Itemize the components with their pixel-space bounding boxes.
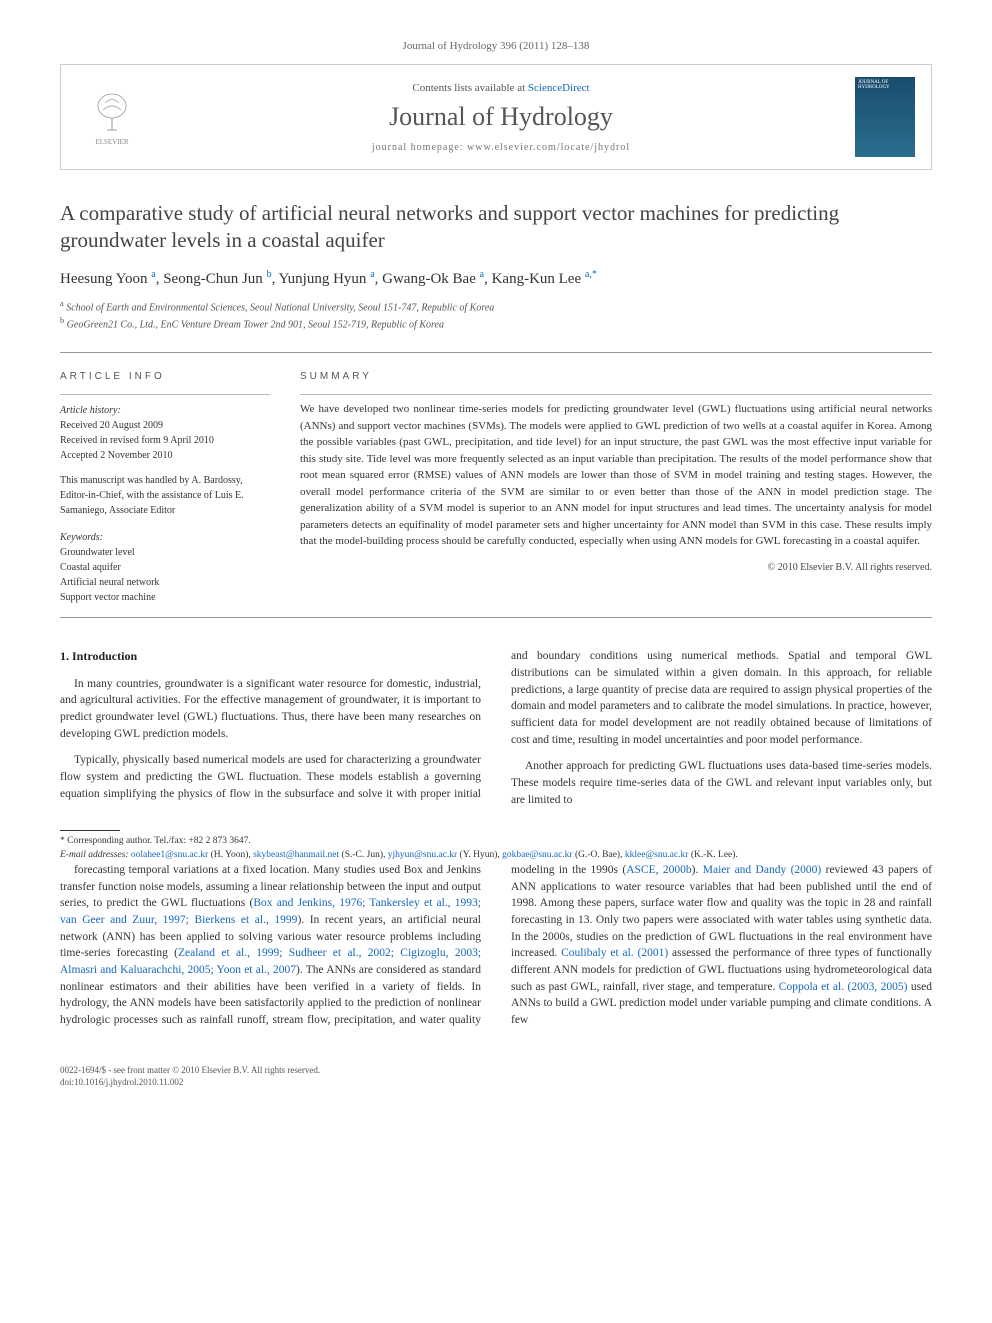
info-summary-row: ARTICLE INFO Article history: Received 2… bbox=[60, 369, 932, 605]
info-sep bbox=[60, 394, 270, 395]
summary-text: We have developed two nonlinear time-ser… bbox=[300, 401, 932, 550]
publisher-label: ELSEVIER bbox=[95, 138, 128, 146]
homepage-line: journal homepage: www.elsevier.com/locat… bbox=[163, 142, 839, 153]
separator bbox=[60, 617, 932, 618]
emails-list: oolahee1@snu.ac.kr (H. Yoon), skybeast@h… bbox=[131, 850, 738, 860]
doi-line: doi:10.1016/j.jhydrol.2010.11.002 bbox=[60, 1076, 932, 1089]
article-info-block: ARTICLE INFO Article history: Received 2… bbox=[60, 369, 270, 605]
affiliation-a: a School of Earth and Environmental Scie… bbox=[60, 298, 932, 315]
separator bbox=[60, 352, 932, 353]
section-heading: 1. Introduction bbox=[60, 648, 481, 665]
citation-line: Journal of Hydrology 396 (2011) 128–138 bbox=[60, 40, 932, 52]
history-line: Received 20 August 2009 bbox=[60, 418, 270, 433]
affiliations: a School of Earth and Environmental Scie… bbox=[60, 298, 932, 333]
elsevier-logo: ELSEVIER bbox=[77, 82, 147, 152]
article-info-heading: ARTICLE INFO bbox=[60, 369, 270, 384]
footer-sep bbox=[60, 830, 120, 831]
elsevier-tree-icon bbox=[87, 88, 137, 138]
handled-by: This manuscript was handled by A. Bardos… bbox=[60, 473, 270, 518]
homepage-url[interactable]: www.elsevier.com/locate/jhydrol bbox=[467, 142, 630, 153]
email-addresses: E-mail addresses: oolahee1@snu.ac.kr (H.… bbox=[60, 849, 932, 862]
header-center: Contents lists available at ScienceDirec… bbox=[163, 82, 839, 153]
authors-line: Heesung Yoon a, Seong-Chun Jun b, Yunjun… bbox=[60, 269, 932, 288]
keywords-label: Keywords: bbox=[60, 530, 270, 545]
contents-line: Contents lists available at ScienceDirec… bbox=[163, 82, 839, 94]
summary-block: SUMMARY We have developed two nonlinear … bbox=[300, 369, 932, 605]
emails-label: E-mail addresses: bbox=[60, 850, 131, 860]
history-line: Accepted 2 November 2010 bbox=[60, 448, 270, 463]
keyword: Groundwater level bbox=[60, 545, 270, 560]
cover-label: JOURNAL OF HYDROLOGY bbox=[858, 80, 890, 90]
article-title: A comparative study of artificial neural… bbox=[60, 200, 932, 255]
contents-prefix: Contents lists available at bbox=[412, 82, 527, 94]
homepage-prefix: journal homepage: bbox=[372, 142, 467, 153]
sciencedirect-link[interactable]: ScienceDirect bbox=[528, 82, 590, 94]
history-line: Received in revised form 9 April 2010 bbox=[60, 433, 270, 448]
corresponding-footer: * Corresponding author. Tel./fax: +82 2 … bbox=[60, 830, 932, 862]
body-columns: 1. Introduction In many countries, groun… bbox=[60, 648, 932, 1033]
affiliation-b: b GeoGreen21 Co., Ltd., EnC Venture Drea… bbox=[60, 315, 932, 332]
summary-sep bbox=[300, 394, 932, 395]
keyword: Artificial neural network bbox=[60, 575, 270, 590]
issn-line: 0022-1694/$ - see front matter © 2010 El… bbox=[60, 1064, 932, 1077]
corresponding-author: * Corresponding author. Tel./fax: +82 2 … bbox=[60, 835, 932, 848]
keyword: Support vector machine bbox=[60, 590, 270, 605]
history-label: Article history: bbox=[60, 403, 270, 418]
journal-name: Journal of Hydrology bbox=[163, 102, 839, 132]
body-paragraph: Another approach for predicting GWL fluc… bbox=[511, 758, 932, 808]
summary-heading: SUMMARY bbox=[300, 369, 932, 384]
journal-cover-thumbnail: JOURNAL OF HYDROLOGY bbox=[855, 77, 915, 157]
keyword: Coastal aquifer bbox=[60, 560, 270, 575]
journal-header: ELSEVIER Contents lists available at Sci… bbox=[60, 64, 932, 170]
body-paragraph: In many countries, groundwater is a sign… bbox=[60, 676, 481, 743]
summary-copyright: © 2010 Elsevier B.V. All rights reserved… bbox=[300, 560, 932, 575]
body-continuation: forecasting temporal variations at a fix… bbox=[60, 862, 932, 1034]
doi-block: 0022-1694/$ - see front matter © 2010 El… bbox=[60, 1064, 932, 1089]
